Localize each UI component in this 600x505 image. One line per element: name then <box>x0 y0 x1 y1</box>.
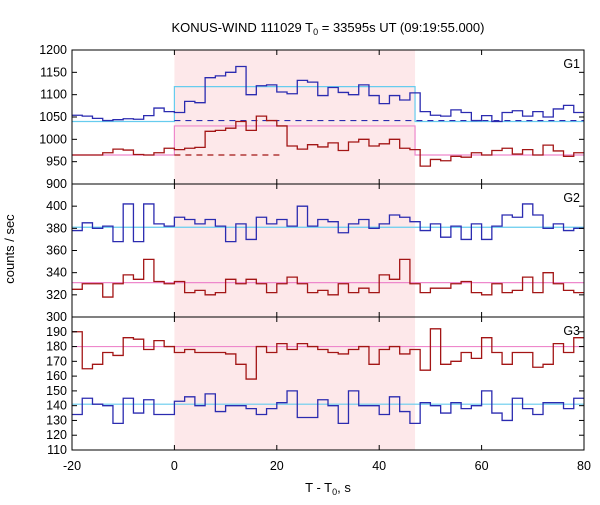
y-tick-label-g3-180: 180 <box>46 340 67 354</box>
y-tick-label-g2-320: 320 <box>46 288 67 302</box>
y-tick-label-g1-900: 900 <box>46 177 67 191</box>
series-g1-red <box>72 115 584 167</box>
series-g2-blue <box>72 203 584 243</box>
x-axis-label-suffix: , s <box>337 480 351 495</box>
y-tick-label-g2-300: 300 <box>46 310 67 324</box>
y-tick-label-g1-1050: 1050 <box>39 110 67 124</box>
x-tick-label-0: 0 <box>171 459 178 473</box>
y-tick-label-g1-1000: 1000 <box>39 132 67 146</box>
x-tick-label-40: 40 <box>372 459 386 473</box>
panel-label-g2: G2 <box>563 191 580 205</box>
y-tick-label-g2-400: 400 <box>46 199 67 213</box>
y-tick-label-g3-110: 110 <box>47 443 67 457</box>
plot-area: 90095010001050110011501200G1300320340360… <box>39 43 591 473</box>
chart-title: KONUS-WIND 111029 T0 = 33595s UT (09:19:… <box>172 20 485 37</box>
y-tick-label-g3-160: 160 <box>46 369 67 383</box>
x-axis-label: T - T0, s <box>305 480 351 497</box>
x-tick-label-60: 60 <box>475 459 489 473</box>
y-tick-label-g1-1150: 1150 <box>40 65 67 79</box>
x-axis-label-sub: 0 <box>332 487 337 497</box>
chart-title-prefix: KONUS-WIND 111029 T <box>172 20 314 35</box>
y-tick-label-g2-380: 380 <box>46 221 67 235</box>
x-tick-label-20: 20 <box>270 459 284 473</box>
chart-title-suffix: = 33595s UT (09:19:55.000) <box>318 20 484 35</box>
y-tick-label-g3-150: 150 <box>46 384 67 398</box>
y-tick-label-g1-1100: 1100 <box>40 88 67 102</box>
panel-frame-g3 <box>71 316 585 451</box>
y-tick-label-g2-360: 360 <box>46 244 67 258</box>
highlight-interval <box>174 50 416 450</box>
series-g3-red <box>72 328 584 380</box>
panel-label-g3: G3 <box>563 324 580 338</box>
panel-label-g1: G1 <box>563 57 580 71</box>
y-tick-label-g3-190: 190 <box>46 325 67 339</box>
x-tick-label--20: -20 <box>63 459 81 473</box>
chart-title-sub: 0 <box>313 27 318 37</box>
y-tick-label-g3-170: 170 <box>46 354 67 368</box>
y-tick-label-g1-950: 950 <box>46 155 67 169</box>
x-axis-label-prefix: T - T <box>305 480 332 495</box>
y-tick-label-g1-1200: 1200 <box>39 43 67 57</box>
y-tick-label-g3-120: 120 <box>46 428 67 442</box>
series-g2-red <box>72 258 584 298</box>
y-tick-label-g3-130: 130 <box>46 413 67 427</box>
series-g3-blue <box>72 390 584 425</box>
y-tick-label-g2-340: 340 <box>46 266 67 280</box>
x-tick-label-80: 80 <box>577 459 591 473</box>
series-g1-blue <box>72 65 584 123</box>
background-level-g1-cyan <box>72 86 584 123</box>
y-axis-label: counts / sec <box>2 214 17 284</box>
y-tick-label-g3-140: 140 <box>46 399 67 413</box>
